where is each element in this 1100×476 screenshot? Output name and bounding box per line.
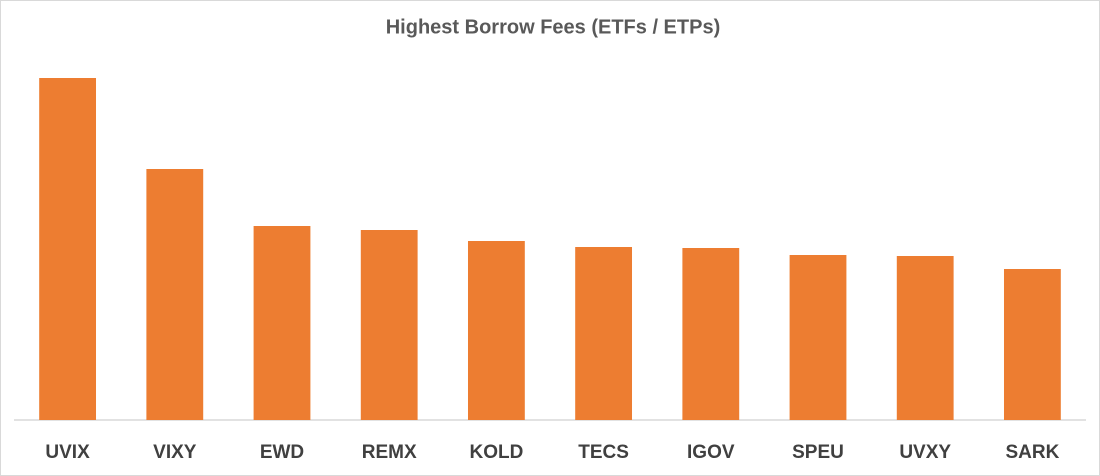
bar [682, 248, 740, 420]
bar [1003, 269, 1061, 420]
bar [360, 230, 418, 420]
bar [39, 78, 97, 420]
x-tick-label: UVXY [899, 442, 951, 463]
x-tick-label: TECS [578, 442, 629, 463]
x-tick-label: SPEU [792, 442, 844, 463]
x-tick-label: REMX [362, 442, 417, 463]
x-tick-label: KOLD [469, 442, 523, 463]
x-tick-label: EWD [260, 442, 304, 463]
bar [789, 255, 847, 420]
bar [896, 256, 954, 420]
bar [253, 226, 311, 420]
x-tick-label: IGOV [687, 442, 735, 463]
chart-title: Highest Borrow Fees (ETFs / ETPs) [386, 16, 721, 38]
x-tick-label: UVIX [45, 442, 90, 463]
bar [146, 169, 204, 420]
bar [575, 247, 633, 420]
x-tick-label: SARK [1005, 442, 1059, 463]
x-tick-label: VIXY [153, 442, 197, 463]
bar [467, 241, 525, 420]
